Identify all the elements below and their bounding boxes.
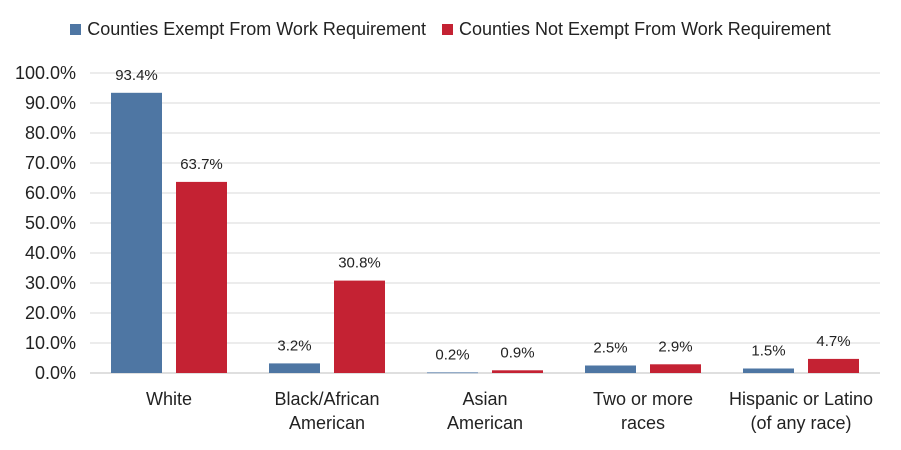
bar (808, 358, 859, 373)
y-tick-label: 30.0% (25, 273, 76, 293)
bar (650, 364, 701, 373)
x-tick-label: American (289, 413, 365, 433)
data-label: 93.4% (115, 67, 158, 84)
bar (492, 370, 543, 373)
bar (334, 280, 385, 373)
data-label: 30.8% (338, 255, 381, 272)
data-label: 2.9% (658, 338, 692, 355)
legend-item-exempt: Counties Exempt From Work Requirement (70, 19, 426, 40)
y-tick-label: 100.0% (15, 63, 76, 83)
y-tick-label: 70.0% (25, 153, 76, 173)
legend-label-exempt: Counties Exempt From Work Requirement (87, 19, 426, 39)
y-tick-label: 90.0% (25, 93, 76, 113)
x-axis: White Black/African American Asian American T… (146, 389, 873, 433)
data-label: 3.2% (277, 337, 311, 354)
x-tick-label: Hispanic or Latino (729, 389, 873, 409)
bar (427, 372, 478, 374)
y-tick-label: 10.0% (25, 333, 76, 353)
x-tick-label: races (621, 413, 665, 433)
data-label: 0.9% (500, 344, 534, 361)
bar (269, 363, 320, 373)
legend-item-not-exempt: Counties Not Exempt From Work Requiremen… (442, 19, 831, 40)
y-tick-label: 20.0% (25, 303, 76, 323)
x-tick-label: (of any race) (750, 413, 851, 433)
x-tick-label: Asian (462, 389, 507, 409)
y-tick-label: 50.0% (25, 213, 76, 233)
legend-label-not-exempt: Counties Not Exempt From Work Requiremen… (459, 19, 831, 39)
x-tick-label: Two or more (593, 389, 693, 409)
legend: Counties Exempt From Work Requirement Co… (0, 19, 901, 40)
data-label: 1.5% (751, 343, 785, 360)
y-tick-label: 40.0% (25, 243, 76, 263)
y-tick-label: 60.0% (25, 183, 76, 203)
y-axis: 0.0% 10.0% 20.0% 30.0% 40.0% 50.0% 60.0% 70.0% 8… (15, 63, 76, 383)
legend-swatch-exempt (70, 24, 82, 35)
x-tick-label: Black/African (274, 389, 379, 409)
data-label: 63.7% (180, 156, 223, 173)
x-tick-label: American (447, 413, 523, 433)
bar (111, 92, 162, 374)
legend-swatch-not-exempt (442, 24, 453, 35)
bar (585, 365, 636, 373)
data-label: 0.2% (435, 346, 469, 363)
x-tick-label: White (146, 389, 192, 409)
data-label: 2.5% (593, 340, 627, 357)
y-tick-label: 80.0% (25, 123, 76, 143)
data-label: 4.7% (816, 333, 850, 350)
bars: 93.4% 3.2% 0.2% 2.5% 1.5% 63.7% 30.8% 0.9% 2.9% 4… (111, 67, 859, 374)
y-tick-label: 0.0% (35, 363, 76, 383)
bar (743, 368, 794, 373)
bar (176, 181, 227, 373)
